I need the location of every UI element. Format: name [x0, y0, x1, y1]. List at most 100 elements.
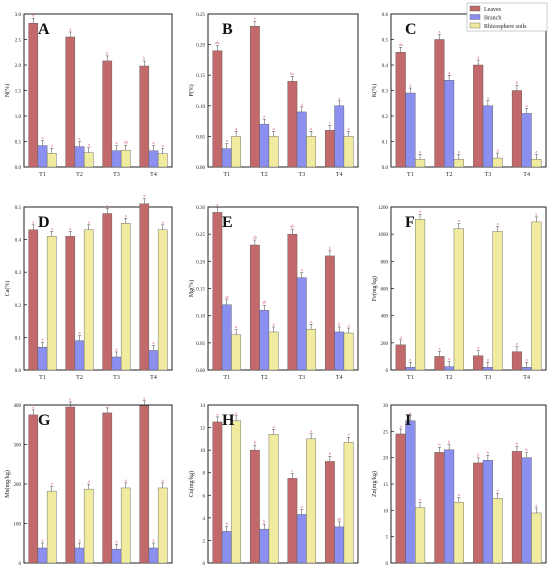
y-axis-label: K(%): [371, 84, 378, 97]
bar-leaves: [212, 50, 223, 168]
bar-rhizosphere-soils: [157, 153, 168, 168]
y-tick-label: 0.05: [196, 342, 205, 347]
y-tick-label: 5: [386, 536, 389, 541]
legend-swatch: [469, 22, 481, 29]
significance-letter: b: [438, 442, 441, 447]
y-tick-label: 2: [203, 539, 206, 544]
significance-letter: a: [51, 226, 53, 231]
x-tick-label: T4: [336, 375, 343, 381]
significance-letter: a: [162, 143, 164, 148]
significance-letter: a: [88, 219, 90, 224]
bar-rhizosphere-soils: [492, 231, 503, 371]
x-tick-label: T4: [523, 375, 530, 381]
bar-branch: [482, 460, 493, 564]
y-tick-label: 0.3: [382, 90, 389, 95]
bar-leaves: [434, 39, 445, 168]
bar-branch: [37, 145, 48, 168]
y-tick-label: 0.25: [196, 13, 205, 18]
significance-letter: bc: [290, 71, 294, 76]
bar-rhizosphere-soils: [306, 438, 317, 564]
significance-letter: a: [216, 411, 218, 416]
legend-swatch: [469, 5, 481, 12]
significance-letter: a: [51, 143, 53, 148]
bar-branch: [444, 366, 455, 371]
significance-letter: a: [310, 126, 312, 131]
significance-letter: a: [235, 126, 237, 131]
y-tick-label: 0.5: [15, 141, 22, 146]
significance-letter: a: [125, 477, 127, 482]
y-tick-label: 0.5: [15, 206, 22, 211]
panel-letter: I: [405, 412, 411, 429]
significance-letter: b: [477, 452, 480, 457]
bar-branch: [259, 123, 270, 168]
y-tick-label: 1.5: [15, 90, 22, 95]
x-tick-label: T2: [261, 172, 268, 178]
bar-branch: [334, 526, 345, 564]
bar-branch: [405, 92, 416, 168]
significance-letter: ab: [337, 516, 342, 521]
y-tick-label: 2.5: [15, 39, 22, 44]
bar-rhizosphere-soils: [231, 420, 242, 564]
bar-leaves: [473, 355, 484, 371]
panel-f: 0 200 400 600 800 1000 1200 Fe(mg/kg) T1 a a a T2 a a a…: [371, 206, 547, 381]
x-tick-label: T2: [76, 375, 83, 381]
y-tick-label: 0.10: [196, 315, 205, 320]
bar-rhizosphere-soils: [415, 507, 426, 564]
y-tick-label: 1.0: [15, 115, 22, 120]
significance-letter: b: [329, 451, 332, 456]
y-tick-label: 15: [383, 483, 389, 488]
y-tick-label: 0.0: [15, 369, 22, 374]
bar-leaves: [324, 255, 335, 371]
bar-rhizosphere-soils: [83, 488, 94, 564]
plot-frame: [23, 206, 173, 371]
bar-branch: [111, 548, 122, 564]
bar-rhizosphere-soils: [83, 229, 94, 371]
significance-letter: a: [273, 321, 275, 326]
bar-branch: [482, 105, 493, 168]
y-tick-label: 0.6: [382, 13, 389, 18]
bar-branch: [221, 148, 232, 168]
y-tick-label: 0.15: [196, 288, 205, 293]
bar-rhizosphere-soils: [120, 149, 131, 168]
significance-letter: a: [235, 410, 237, 415]
bar-branch: [74, 340, 85, 371]
significance-letter: a: [42, 135, 44, 140]
significance-letter: a: [487, 95, 489, 100]
bar-rhizosphere-soils: [531, 512, 542, 564]
bar-rhizosphere-soils: [120, 487, 131, 564]
bar-leaves: [212, 212, 223, 371]
bar-rhizosphere-soils: [46, 153, 57, 168]
x-tick-label: T4: [336, 172, 343, 178]
bar-leaves: [395, 344, 406, 371]
panel-e: 0.000.050.100.150.200.250.30Mg(%)T1aabaT…: [188, 202, 359, 381]
panel-h: 02468101214Cu(mg/kg)T1abaT2bbaT3caaT4bab…: [188, 404, 359, 567]
significance-letter: a: [116, 539, 118, 544]
y-tick-label: 14: [200, 404, 206, 409]
panel-i: 051015202530Zn(mg/kg)T1aaaT2bbaT3bbaT4bb…: [371, 404, 547, 567]
significance-letter: b: [329, 245, 332, 250]
significance-letter: a: [116, 346, 118, 351]
y-tick-label: 0.10: [196, 105, 205, 110]
y-axis-label: Mn(mg/kg): [4, 470, 11, 498]
bar-branch: [148, 350, 159, 371]
significance-letter: a: [338, 95, 340, 100]
significance-letter: a: [497, 488, 499, 493]
y-tick-label: 400: [381, 315, 389, 320]
significance-letter: a: [106, 203, 108, 208]
x-tick-label: T1: [223, 172, 230, 178]
bar-branch: [221, 304, 232, 371]
significance-letter: a: [458, 218, 460, 223]
significance-letter: a: [69, 396, 71, 401]
panel-c: 0.00.10.20.30.40.50.6K(%)T1abaaT2aaaT3aa…: [371, 13, 547, 178]
y-axis-label: Zn(mg/kg): [371, 471, 378, 497]
y-tick-label: 100: [14, 523, 22, 528]
bar-leaves: [287, 233, 298, 371]
significance-letter: a: [273, 424, 275, 429]
significance-letter: a: [526, 357, 528, 362]
y-tick-label: 0.5: [382, 39, 389, 44]
significance-letter: a: [235, 324, 237, 329]
legend: Leaves Branch Rhizosphere soils: [466, 2, 548, 32]
significance-letter: ab: [262, 300, 267, 305]
y-tick-label: 4: [203, 517, 206, 522]
bar-rhizosphere-soils: [306, 136, 317, 168]
